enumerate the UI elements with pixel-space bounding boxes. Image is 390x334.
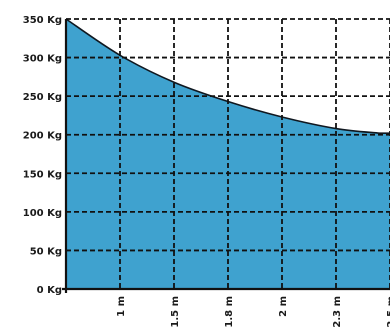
axis-layer <box>62 19 390 293</box>
x-tick-label: 1 m <box>116 296 127 317</box>
label-layer: 0 Kg 50 Kg 100 Kg 150 Kg 200 Kg 250 Kg 300 Kg 3… <box>23 15 390 328</box>
x-tick-label: 2.3 m <box>332 296 343 328</box>
x-tick-label: 1.8 m <box>224 296 235 328</box>
y-tick-label: 150 Kg <box>23 169 62 180</box>
x-tick-label: 2.5 m <box>386 296 390 328</box>
y-tick-label: 50 Kg <box>30 246 62 257</box>
y-tick-label: 0 Kg <box>37 285 62 296</box>
x-tick-label: 2 m <box>278 296 289 317</box>
y-tick-label: 250 Kg <box>23 92 62 103</box>
x-tick-label: 1.5 m <box>170 296 181 328</box>
y-tick-label: 350 Kg <box>23 15 62 26</box>
y-tick-label: 100 Kg <box>23 208 62 219</box>
load-area <box>66 19 390 289</box>
grid-layer <box>66 18 390 289</box>
y-tick-label: 200 Kg <box>23 131 62 142</box>
y-tick-label: 300 Kg <box>23 54 62 65</box>
